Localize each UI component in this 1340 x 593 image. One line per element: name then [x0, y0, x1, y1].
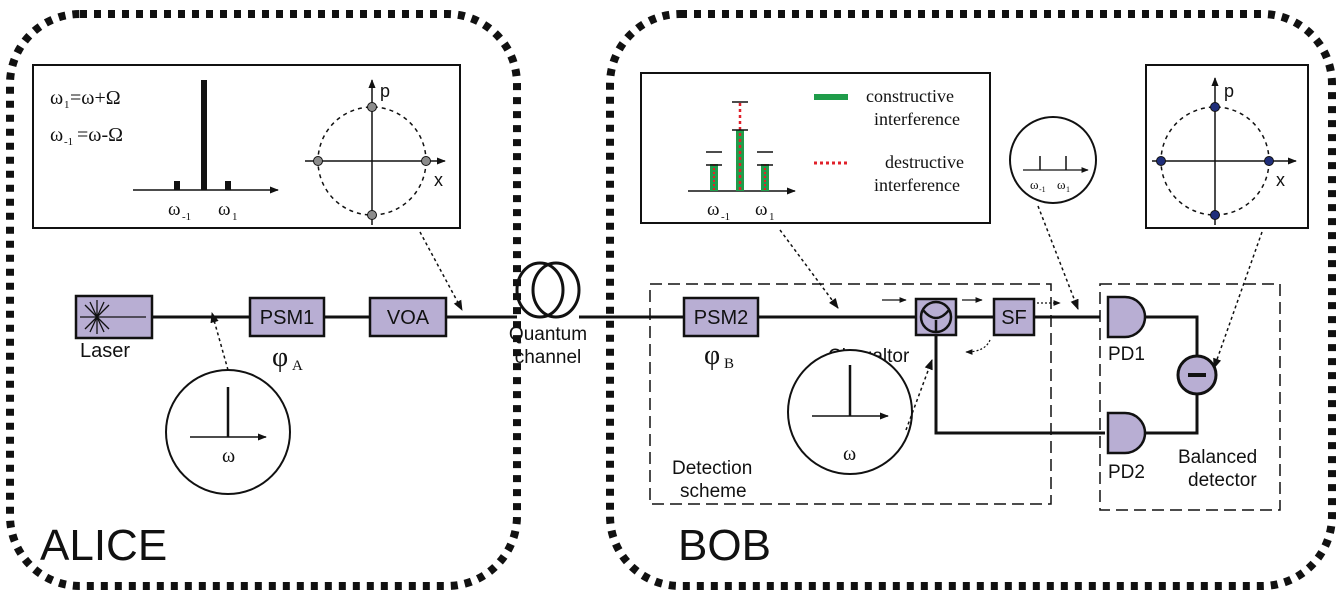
- alice-inset: [32, 64, 461, 229]
- alice-sideband-right: [225, 181, 231, 190]
- pd1: [1106, 295, 1147, 339]
- pd1-label: PD1: [1108, 344, 1145, 365]
- bob-filtered-tick-right: ω: [1057, 177, 1066, 192]
- alice-spectrum-pointer: [210, 311, 229, 371]
- bob-inset-tick-right: ω: [755, 199, 768, 220]
- bob-inset-tick-right-sub: 1: [769, 211, 775, 223]
- sf-label: SF: [1001, 307, 1027, 329]
- psm1: [248, 296, 326, 338]
- phi-a-symbol: φ: [272, 342, 288, 373]
- laser-label: Laser: [80, 340, 130, 362]
- bob-sideband-left: [706, 151, 722, 191]
- balanced-label-line2: detector: [1188, 470, 1257, 491]
- alice-eq1-sub: 1: [64, 99, 70, 111]
- alice-phase-space: [305, 79, 446, 225]
- detection-scheme-box: [649, 283, 1052, 505]
- pd1-wire: [1145, 315, 1199, 356]
- sf-reflect-arrow: [965, 339, 991, 355]
- bob-inset-pointer: [779, 229, 839, 309]
- detection-label-line2: scheme: [680, 481, 747, 502]
- legend-destructive-line1: destructive: [885, 152, 964, 172]
- alice-inset-pointer: [419, 231, 463, 311]
- bob-filtered-pointer: [1037, 205, 1079, 310]
- alice-inset-tick-right-sub: 1: [232, 211, 238, 223]
- phi-b-symbol: φ: [704, 340, 720, 371]
- bob-axis-x: x: [1276, 170, 1285, 190]
- fiber-coil-icon: [500, 261, 590, 319]
- bob-phase-inset: [1145, 64, 1309, 229]
- pd2-label: PD2: [1108, 462, 1145, 483]
- bob-inset-tick-left-sub: -1: [721, 211, 730, 223]
- legend-destructive-line2: interference: [874, 175, 960, 195]
- voa: [368, 296, 448, 338]
- alice-spectrum-omega: ω: [222, 445, 235, 467]
- laser-burst-icon: [80, 300, 146, 334]
- fiber-to-pd2: [934, 335, 1105, 435]
- legend-constructive-line2: interference: [874, 109, 960, 129]
- bob-region-label: BOB: [678, 521, 771, 570]
- balanced-detector-box: [1099, 283, 1281, 511]
- bob-filtered-tick-left: ω: [1030, 177, 1039, 192]
- bob-spectrum-pointer: [905, 359, 933, 431]
- psm1-label: PSM1: [260, 307, 314, 329]
- bob-filtered-tick-right-sub: 1: [1066, 185, 1070, 194]
- circulator-icon: [919, 300, 953, 334]
- psm2: [682, 296, 760, 338]
- alice-inset-tick-left: ω: [168, 199, 181, 220]
- bob-phase-space: [1152, 77, 1297, 225]
- bob-filtered-spectrum-circle: [1009, 116, 1097, 204]
- bob-sideband-right: [757, 151, 773, 191]
- detection-label-line1: Detection: [672, 458, 752, 479]
- psm2-label: PSM2: [694, 307, 748, 329]
- voa-label: VOA: [387, 307, 430, 329]
- alice-region-label: ALICE: [40, 521, 167, 570]
- bob-axis-p: p: [1224, 81, 1234, 101]
- pd2: [1106, 411, 1147, 455]
- alice-carrier-peak: [201, 80, 207, 190]
- alice-eq1-rhs: =ω+Ω: [70, 87, 121, 109]
- alice-axis-x: x: [434, 170, 443, 190]
- alice-eq2-lhs: ω: [50, 124, 63, 146]
- alice-eq2-rhs: =ω-Ω: [77, 124, 123, 146]
- bob-filtered-tick-left-sub: -1: [1039, 185, 1046, 194]
- bob-carrier-peak: [732, 101, 748, 191]
- bob-phase-pointer: [1213, 231, 1263, 369]
- alice-sideband-left: [174, 181, 180, 190]
- alice-inset-tick-right: ω: [218, 199, 231, 220]
- alice-eq2-sub: -1: [64, 136, 73, 148]
- sf: [992, 297, 1036, 337]
- channel-label-line2: channel: [515, 347, 582, 368]
- phi-a-subscript: A: [292, 358, 303, 374]
- pd2-wire: [1145, 393, 1199, 435]
- phi-b-subscript: B: [724, 356, 734, 372]
- channel-label-line1: Quantum: [509, 324, 587, 345]
- bob-inset-tick-left: ω: [707, 199, 720, 220]
- alice-inset-tick-left-sub: -1: [182, 211, 191, 223]
- bob-spectrum-omega: ω: [843, 443, 856, 465]
- balanced-label-line1: Balanced: [1178, 447, 1257, 468]
- legend-constructive-line1: constructive: [866, 86, 954, 106]
- alice-axis-p: p: [380, 81, 390, 101]
- alice-eq1-lhs: ω: [50, 87, 63, 109]
